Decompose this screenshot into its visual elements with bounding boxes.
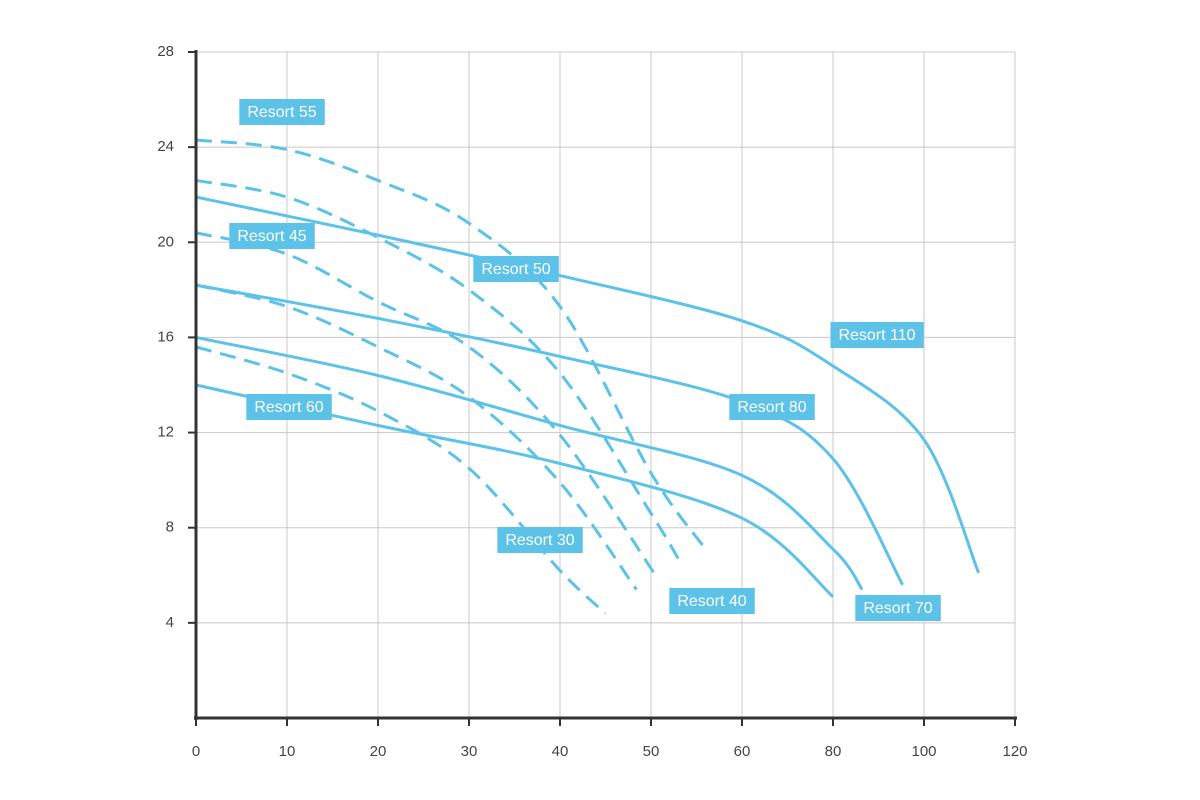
label-text: Resort 50 (481, 261, 550, 278)
x-tick-label: 60 (734, 743, 751, 760)
x-tick-label: 80 (825, 743, 842, 760)
curve-label: Resort 70 (855, 595, 941, 621)
axes: 0 10 20 30 40 50 60 80 100 120 4 8 12 16 20 24 28 (157, 43, 1027, 760)
curve (195, 138, 707, 550)
y-tick-label: 4 (166, 614, 174, 631)
curve (195, 283, 638, 591)
x-tick-label: 0 (192, 743, 200, 760)
y-tick-label: 20 (157, 233, 174, 250)
x-tick-label: 20 (370, 743, 387, 760)
curve-label: Resort 40 (669, 588, 755, 614)
label-text: Resort 30 (505, 532, 574, 549)
label-text: Resort 60 (254, 399, 323, 416)
label-box (229, 223, 315, 249)
labels: Resort 110 Resort 80 Resort 70 Resort 60 Res… (229, 99, 941, 621)
curve (195, 335, 864, 591)
curve-label: Resort 30 (497, 527, 583, 553)
label-text: Resort 45 (237, 228, 306, 245)
x-tick-label: 50 (643, 743, 660, 760)
label-box (239, 99, 325, 125)
x-tick-label: 100 (911, 743, 936, 760)
curve-label: Resort 110 (830, 322, 924, 348)
y-tick-label: 12 (157, 424, 174, 441)
y-tick-label: 16 (157, 328, 174, 345)
label-box (669, 588, 755, 614)
curve-label: Resort 55 (239, 99, 325, 125)
curve-label: Resort 60 (246, 394, 332, 420)
x-tick-label: 30 (461, 743, 478, 760)
label-box (497, 527, 583, 553)
label-text: Resort 110 (838, 327, 915, 344)
x-tick-label: 120 (1002, 743, 1027, 760)
curve (195, 283, 904, 586)
label-box (473, 256, 559, 282)
curve (195, 345, 607, 615)
x-tick-label: 40 (552, 743, 569, 760)
label-text: Resort 40 (677, 593, 746, 610)
label-box (830, 322, 924, 348)
curve-label: Resort 50 (473, 256, 559, 282)
label-box (855, 595, 941, 621)
label-text: Resort 80 (737, 399, 806, 416)
label-text: Resort 55 (247, 104, 316, 121)
label-box (246, 394, 332, 420)
y-tick-label: 24 (157, 138, 174, 155)
label-text: Resort 70 (863, 600, 932, 617)
y-tick-label: 8 (166, 519, 174, 536)
curve-label: Resort 80 (729, 394, 815, 420)
curve-label: Resort 45 (229, 223, 315, 249)
x-tick-label: 10 (279, 743, 296, 760)
y-tick-label: 28 (157, 43, 174, 60)
label-box (729, 394, 815, 420)
